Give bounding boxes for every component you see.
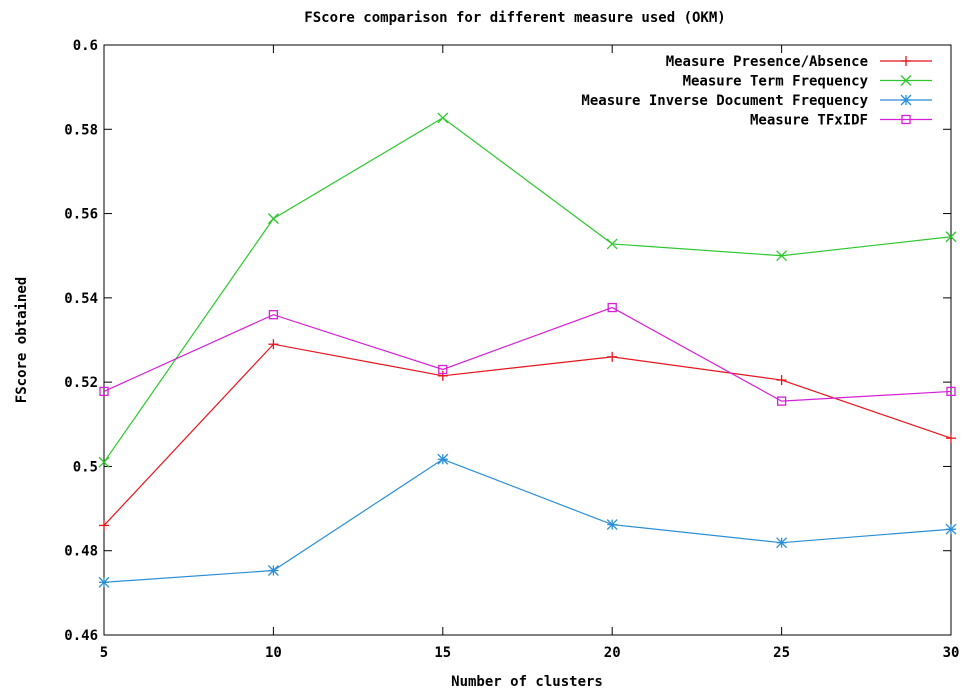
legend-label: Measure Inverse Document Frequency xyxy=(581,93,868,109)
data-point xyxy=(437,370,448,381)
legend-label: Measure Term Frequency xyxy=(683,74,869,90)
chart-title: FScore comparison for different measure … xyxy=(304,10,725,26)
y-tick-label: 0.54 xyxy=(64,291,98,307)
series-layer xyxy=(98,112,957,588)
data-point xyxy=(268,339,279,350)
x-axis: 5 10 15 20 25 30 xyxy=(100,45,960,661)
series-line xyxy=(103,306,952,402)
legend-label: Measure TFxIDF xyxy=(750,113,868,129)
y-tick-label: 0.5 xyxy=(73,459,98,475)
y-tick-label: 0.48 xyxy=(64,544,98,560)
x-tick-label: 30 xyxy=(943,645,960,661)
data-point xyxy=(776,250,788,262)
data-point xyxy=(776,537,788,549)
plot-area xyxy=(103,44,952,636)
data-point xyxy=(437,453,449,465)
series-4 xyxy=(99,302,956,406)
y-tick-label: 0.56 xyxy=(64,207,98,223)
legend-marker xyxy=(901,114,911,125)
series-2 xyxy=(98,112,957,468)
x-tick-label: 25 xyxy=(773,645,790,661)
data-point xyxy=(776,375,787,386)
y-axis: 0.46 0.48 0.5 0.52 0.54 0.56 0.58 0.6 xyxy=(64,38,951,644)
x-axis-label: Number of clusters xyxy=(451,674,603,690)
legend-label: Measure Presence/Absence xyxy=(666,54,868,70)
data-point xyxy=(607,302,617,313)
legend: Measure Presence/Absence Measure Term Fre… xyxy=(581,54,932,129)
y-tick-label: 0.52 xyxy=(64,375,98,391)
data-point xyxy=(438,364,448,375)
data-point xyxy=(98,576,110,588)
series-line xyxy=(103,458,952,583)
data-point xyxy=(606,519,618,531)
data-point xyxy=(945,523,957,535)
legend-marker xyxy=(900,75,912,86)
data-point xyxy=(99,386,109,397)
data-point xyxy=(776,396,787,406)
y-tick-label: 0.46 xyxy=(64,628,98,644)
data-point xyxy=(268,310,279,320)
data-point xyxy=(98,456,110,468)
data-point xyxy=(607,351,618,362)
x-tick-label: 15 xyxy=(434,645,451,661)
data-point xyxy=(437,112,449,124)
series-line xyxy=(103,117,952,463)
series-1 xyxy=(99,339,956,531)
x-tick-label: 10 xyxy=(265,645,282,661)
legend-marker xyxy=(900,94,912,106)
data-point xyxy=(267,565,279,576)
series-3 xyxy=(98,453,957,588)
data-point xyxy=(606,238,618,250)
y-tick-label: 0.58 xyxy=(64,122,98,138)
x-tick-label: 20 xyxy=(604,645,621,661)
data-point xyxy=(946,433,956,444)
data-point xyxy=(945,231,957,243)
y-axis-label: FScore obtained xyxy=(14,277,30,403)
series-line xyxy=(103,343,952,526)
data-point xyxy=(267,213,279,225)
data-point xyxy=(946,386,956,397)
legend-marker xyxy=(901,56,911,66)
y-tick-label: 0.6 xyxy=(73,38,98,54)
x-tick-label: 5 xyxy=(100,645,108,661)
data-point xyxy=(99,520,109,531)
